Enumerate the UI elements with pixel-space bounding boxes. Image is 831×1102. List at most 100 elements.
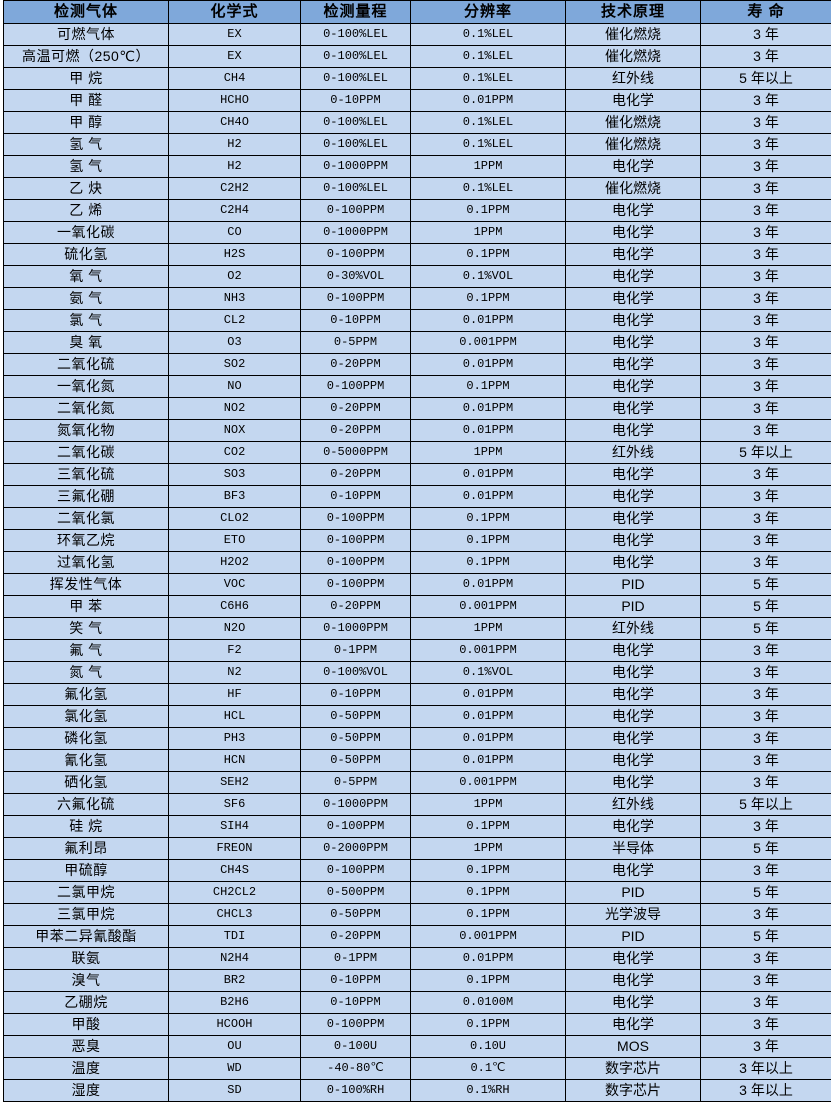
cell-name: 乙 烯	[4, 200, 169, 222]
cell-range: 0-20PPM	[301, 420, 411, 442]
cell-range: 0-1000PPM	[301, 794, 411, 816]
cell-resolution: 0.1%LEL	[411, 46, 566, 68]
cell-technology: 电化学	[566, 398, 701, 420]
cell-range: 0-1000PPM	[301, 222, 411, 244]
cell-technology: 催化燃烧	[566, 24, 701, 46]
cell-technology: 电化学	[566, 266, 701, 288]
cell-range: 0-100PPM	[301, 288, 411, 310]
cell-formula: HCOOH	[169, 1014, 301, 1036]
cell-range: 0-100PPM	[301, 200, 411, 222]
cell-technology: 电化学	[566, 90, 701, 112]
cell-lifetime: 3 年	[701, 134, 831, 156]
cell-lifetime: 5 年	[701, 618, 831, 640]
cell-name: 甲 醛	[4, 90, 169, 112]
cell-lifetime: 3 年	[701, 376, 831, 398]
cell-lifetime: 3 年	[701, 156, 831, 178]
cell-resolution: 0.01PPM	[411, 706, 566, 728]
cell-resolution: 0.1PPM	[411, 1014, 566, 1036]
cell-name: 笑 气	[4, 618, 169, 640]
cell-technology: PID	[566, 926, 701, 948]
cell-resolution: 0.1PPM	[411, 882, 566, 904]
cell-technology: 电化学	[566, 508, 701, 530]
cell-range: 0-20PPM	[301, 596, 411, 618]
cell-name: 硫化氢	[4, 244, 169, 266]
cell-range: 0-1000PPM	[301, 156, 411, 178]
cell-lifetime: 3 年	[701, 816, 831, 838]
cell-resolution: 0.1PPM	[411, 376, 566, 398]
cell-range: 0-10PPM	[301, 90, 411, 112]
column-header-formula: 化学式	[169, 1, 301, 24]
cell-technology: 红外线	[566, 794, 701, 816]
cell-formula: EX	[169, 24, 301, 46]
cell-range: 0-100U	[301, 1036, 411, 1058]
cell-name: 可燃气体	[4, 24, 169, 46]
cell-formula: O3	[169, 332, 301, 354]
cell-resolution: 1PPM	[411, 838, 566, 860]
cell-technology: 半导体	[566, 838, 701, 860]
cell-range: 0-100%LEL	[301, 68, 411, 90]
cell-range: 0-10PPM	[301, 684, 411, 706]
cell-range: 0-50PPM	[301, 728, 411, 750]
cell-technology: PID	[566, 596, 701, 618]
cell-technology: 数字芯片	[566, 1080, 701, 1102]
cell-lifetime: 3 年	[701, 310, 831, 332]
cell-formula: NO	[169, 376, 301, 398]
cell-lifetime: 3 年	[701, 530, 831, 552]
cell-lifetime: 5 年以上	[701, 442, 831, 464]
cell-name: 挥发性气体	[4, 574, 169, 596]
cell-resolution: 0.01PPM	[411, 948, 566, 970]
cell-range: 0-10PPM	[301, 970, 411, 992]
cell-lifetime: 3 年	[701, 948, 831, 970]
cell-formula: CH4	[169, 68, 301, 90]
cell-name: 六氟化硫	[4, 794, 169, 816]
cell-name: 氧 气	[4, 266, 169, 288]
cell-formula: CLO2	[169, 508, 301, 530]
cell-technology: 催化燃烧	[566, 178, 701, 200]
cell-name: 硒化氢	[4, 772, 169, 794]
cell-resolution: 0.1%VOL	[411, 662, 566, 684]
column-header-technology: 技术原理	[566, 1, 701, 24]
cell-lifetime: 3 年	[701, 904, 831, 926]
cell-range: 0-1PPM	[301, 640, 411, 662]
cell-lifetime: 3 年	[701, 288, 831, 310]
cell-resolution: 0.01PPM	[411, 684, 566, 706]
cell-technology: PID	[566, 574, 701, 596]
cell-resolution: 0.1%LEL	[411, 24, 566, 46]
table-header: 检测气体 化学式 检测量程 分辨率 技术原理 寿 命	[4, 1, 831, 24]
cell-formula: SD	[169, 1080, 301, 1102]
cell-lifetime: 5 年	[701, 838, 831, 860]
cell-range: 0-100PPM	[301, 508, 411, 530]
cell-resolution: 0.01PPM	[411, 728, 566, 750]
cell-resolution: 0.10U	[411, 1036, 566, 1058]
cell-formula: TDI	[169, 926, 301, 948]
table-header-row: 检测气体 化学式 检测量程 分辨率 技术原理 寿 命	[4, 1, 831, 24]
cell-name: 臭 氧	[4, 332, 169, 354]
cell-resolution: 0.001PPM	[411, 640, 566, 662]
cell-name: 乙硼烷	[4, 992, 169, 1014]
cell-resolution: 0.001PPM	[411, 772, 566, 794]
cell-range: 0-10PPM	[301, 992, 411, 1014]
cell-formula: BR2	[169, 970, 301, 992]
cell-technology: 红外线	[566, 68, 701, 90]
cell-formula: H2	[169, 156, 301, 178]
cell-resolution: 0.01PPM	[411, 310, 566, 332]
cell-technology: 红外线	[566, 618, 701, 640]
cell-resolution: 0.1PPM	[411, 860, 566, 882]
cell-lifetime: 3 年	[701, 178, 831, 200]
